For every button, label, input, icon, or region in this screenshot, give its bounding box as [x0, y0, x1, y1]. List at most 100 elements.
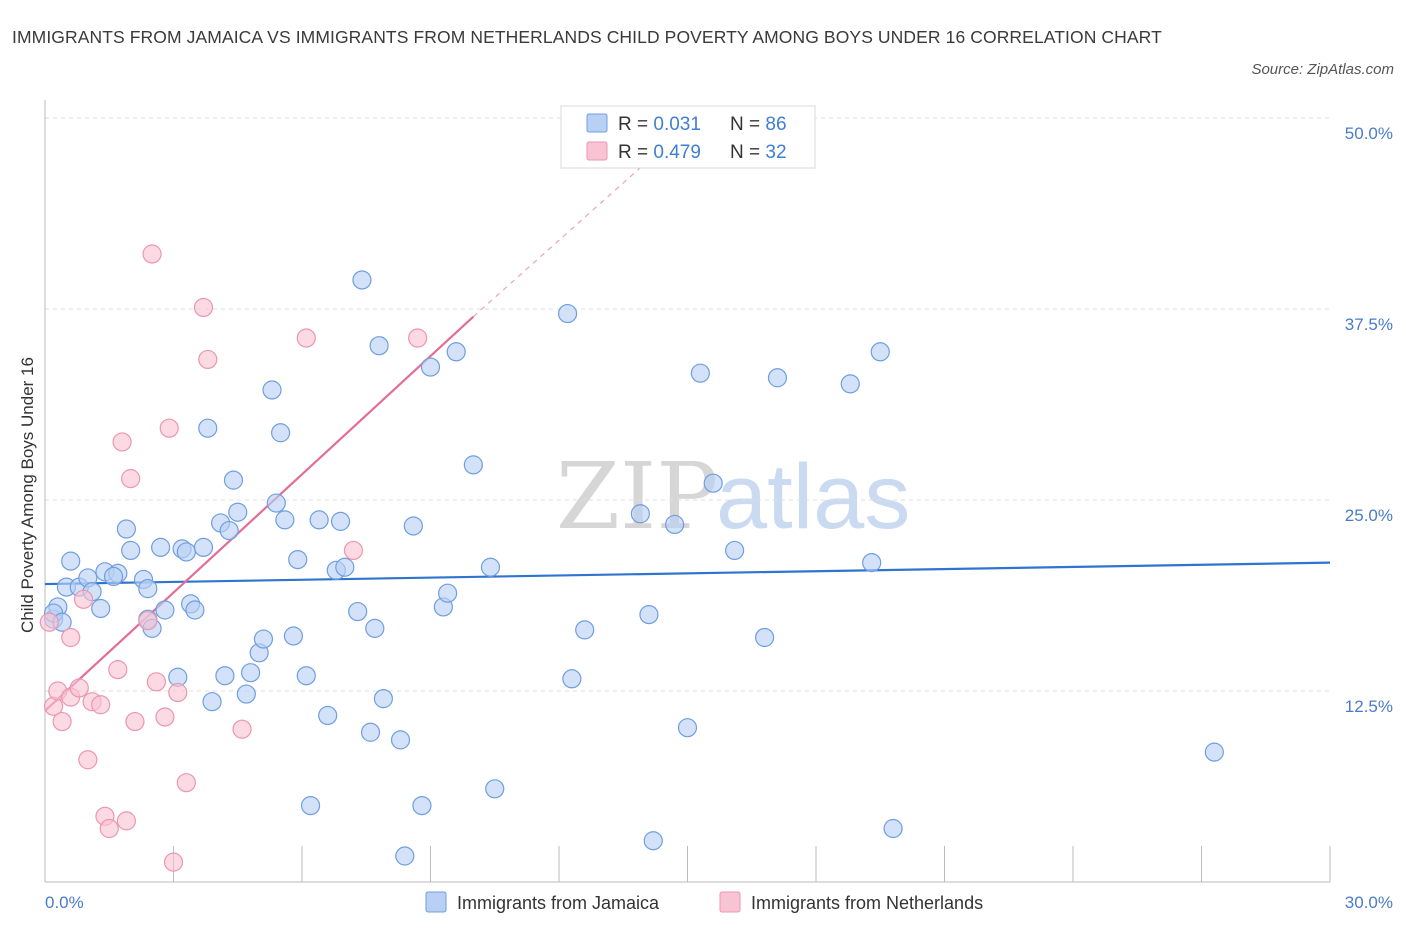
point-netherlands-8 — [78, 750, 98, 770]
y-axis-title: Child Poverty Among Boys Under 16 — [18, 357, 37, 633]
tick-labels: 12.5% 25.0% 37.5% 50.0% 0.0% 30.0% — [45, 124, 1393, 912]
point-netherlands-16 — [121, 469, 141, 489]
point-jamaica-71 — [665, 514, 685, 535]
point-netherlands-22 — [159, 418, 179, 438]
point-jamaica-23 — [193, 537, 214, 557]
trend-line-jamaica — [44, 561, 1331, 586]
bottom-legend: Immigrants from Jamaica Immigrants from … — [425, 891, 983, 913]
point-jamaica-63 — [480, 557, 501, 577]
point-netherlands-27 — [198, 349, 218, 370]
point-jamaica-77 — [767, 368, 788, 388]
point-netherlands-14 — [112, 432, 132, 452]
point-jamaica-85 — [103, 566, 124, 587]
point-jamaica-27 — [215, 666, 235, 686]
point-netherlands-30 — [343, 540, 363, 561]
point-netherlands-19 — [142, 244, 162, 264]
point-jamaica-67 — [575, 620, 595, 640]
point-jamaica-74 — [703, 473, 723, 493]
legend-r-value-jamaica: 0.031 — [653, 114, 701, 135]
svg-text:N = 32: N = 32 — [730, 142, 787, 163]
y-tick-label-1: 25.0% — [1345, 506, 1393, 525]
point-jamaica-50 — [360, 722, 381, 742]
point-jamaica-34 — [253, 629, 274, 649]
trend-lines — [44, 125, 1331, 712]
point-netherlands-6 — [69, 678, 89, 698]
legend-n-label-jamaica: N = — [730, 114, 765, 135]
point-jamaica-65 — [557, 303, 578, 324]
point-netherlands-28 — [232, 719, 252, 739]
bottom-legend-swatch-netherlands — [719, 891, 741, 913]
point-jamaica-60 — [438, 583, 458, 603]
point-jamaica-75 — [725, 540, 745, 561]
svg-text:R = 0.031: R = 0.031 — [618, 114, 701, 135]
legend-r-value-netherlands: 0.479 — [653, 142, 701, 163]
source-credit: Source: ZipAtlas.com — [1251, 61, 1394, 78]
point-jamaica-78 — [840, 374, 860, 394]
point-jamaica-22 — [185, 600, 205, 620]
watermark-atlas: atlas — [716, 446, 910, 548]
point-jamaica-76 — [754, 627, 775, 648]
point-jamaica-48 — [348, 601, 368, 622]
point-jamaica-41 — [296, 666, 316, 686]
point-netherlands-24 — [168, 682, 188, 703]
point-netherlands-4 — [61, 627, 81, 648]
bottom-legend-label-jamaica: Immigrants from Jamaica — [457, 893, 660, 913]
point-netherlands-29 — [296, 328, 316, 348]
point-jamaica-42 — [300, 795, 321, 816]
point-jamaica-32 — [241, 663, 261, 683]
point-jamaica-25 — [202, 692, 222, 712]
bottom-legend-swatch-jamaica — [425, 891, 447, 913]
legend-n-value-jamaica: 86 — [765, 114, 786, 135]
point-jamaica-7 — [91, 598, 111, 619]
point-netherlands-31 — [408, 328, 428, 348]
point-jamaica-3 — [61, 551, 81, 571]
chart-title: IMMIGRANTS FROM JAMAICA VS IMMIGRANTS FR… — [12, 27, 1162, 47]
point-netherlands-3 — [52, 711, 72, 732]
gridlines — [45, 117, 1330, 692]
legend-n-label-netherlands: N = — [730, 142, 765, 163]
trend-line-netherlands — [44, 315, 475, 712]
point-netherlands-23 — [163, 852, 184, 872]
trend-extension-netherlands — [472, 125, 688, 318]
point-netherlands-21 — [155, 707, 175, 727]
legend-box: R = 0.031 N = 86 R = 0.479 N = 32 — [560, 105, 816, 169]
legend-r-label-netherlands: R = — [618, 142, 653, 163]
point-jamaica-62 — [463, 455, 483, 475]
legend-swatch-netherlands — [586, 141, 608, 161]
x-tick-label-max: 30.0% — [1345, 893, 1393, 912]
point-jamaica-70 — [643, 831, 663, 851]
legend-r-label-jamaica: R = — [618, 114, 653, 135]
point-jamaica-24 — [198, 418, 218, 438]
data-points — [39, 244, 1224, 872]
point-jamaica-69 — [639, 604, 659, 625]
svg-text:R = 0.479: R = 0.479 — [618, 142, 701, 163]
x-tick-label-min: 0.0% — [45, 893, 84, 912]
point-netherlands-20 — [146, 672, 166, 692]
point-jamaica-47 — [335, 557, 355, 577]
point-netherlands-25 — [176, 773, 196, 793]
point-jamaica-44 — [318, 705, 338, 726]
point-netherlands-15 — [116, 811, 136, 831]
bottom-legend-label-netherlands: Immigrants from Netherlands — [751, 893, 983, 913]
legend-n-value-netherlands: 32 — [765, 142, 786, 163]
point-jamaica-14 — [138, 579, 158, 599]
point-jamaica-57 — [412, 795, 432, 816]
point-jamaica-66 — [562, 669, 582, 689]
point-netherlands-13 — [108, 660, 128, 680]
point-netherlands-10 — [91, 695, 111, 715]
point-netherlands-12 — [99, 818, 119, 839]
point-jamaica-31 — [236, 684, 256, 704]
point-jamaica-49 — [352, 270, 372, 290]
point-jamaica-28 — [219, 520, 239, 541]
watermark-zip: ZIP — [556, 443, 718, 550]
point-jamaica-17 — [155, 600, 175, 620]
point-jamaica-72 — [677, 718, 698, 738]
point-jamaica-79 — [862, 553, 882, 573]
svg-text:N = 86: N = 86 — [730, 114, 787, 135]
point-jamaica-52 — [369, 336, 389, 356]
point-jamaica-16 — [151, 537, 171, 557]
point-jamaica-54 — [390, 730, 411, 750]
point-jamaica-39 — [283, 626, 304, 646]
axes — [44, 100, 1331, 883]
